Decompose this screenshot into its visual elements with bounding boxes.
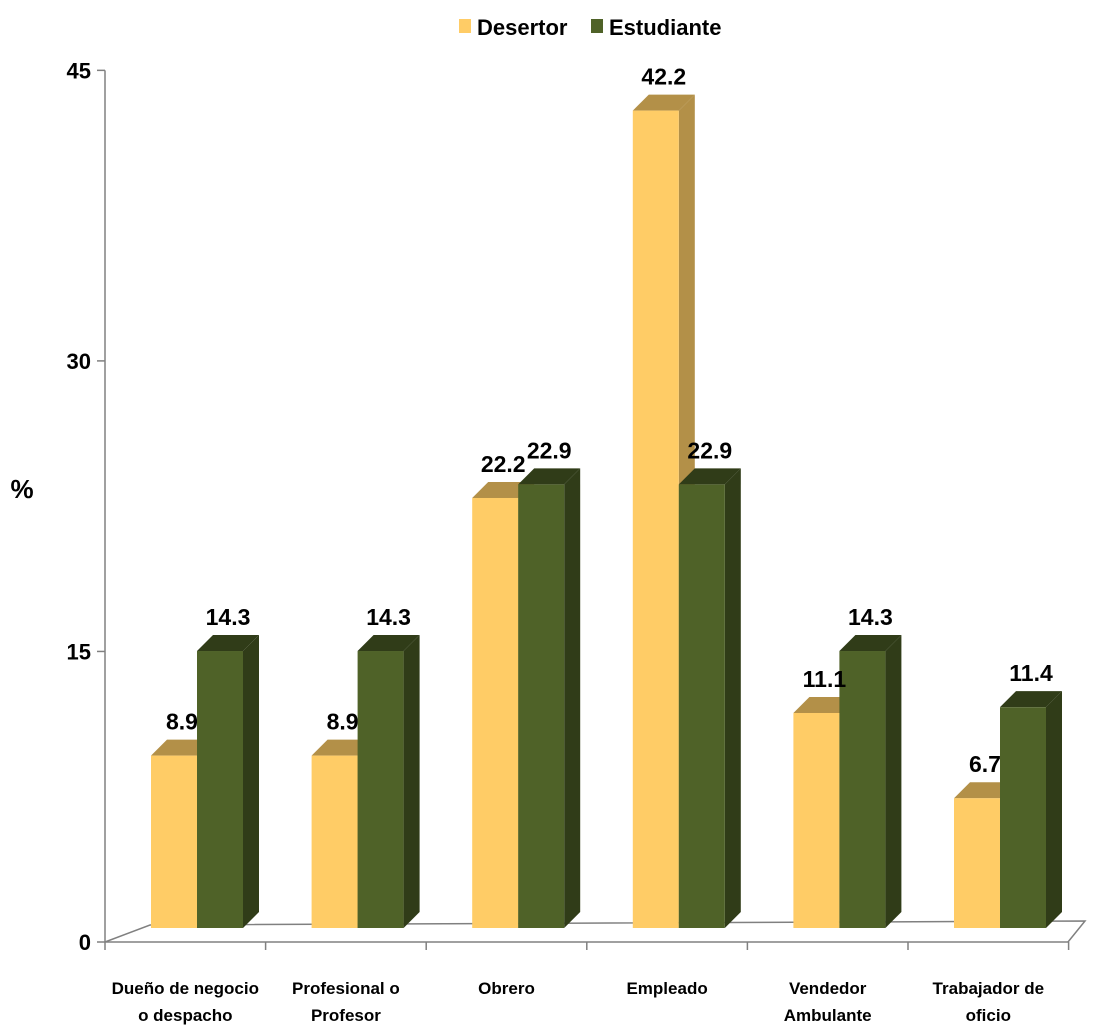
data-label: 22.9 bbox=[687, 437, 732, 463]
bar-top-face bbox=[357, 635, 420, 652]
legend-label: Desertor bbox=[477, 15, 568, 40]
y-tick-label: 15 bbox=[67, 639, 91, 664]
bar-front-face bbox=[793, 712, 840, 928]
x-category-label: Profesional o Profesor bbox=[292, 979, 400, 1025]
legend-item-estudiante: Estudiante bbox=[591, 15, 721, 40]
data-label: 11.4 bbox=[1009, 660, 1053, 686]
x-category-label: Obrero bbox=[478, 979, 535, 998]
bar-front-face bbox=[151, 755, 197, 928]
x-category-label: Dueño de negocio o despacho bbox=[112, 979, 259, 1025]
y-axis-label: % bbox=[10, 474, 33, 504]
bar-side-face bbox=[403, 635, 420, 928]
bar-estudiante-5 bbox=[839, 635, 902, 928]
bar-top-face bbox=[678, 468, 741, 485]
data-label: 8.9 bbox=[327, 709, 359, 735]
bar-estudiante-3 bbox=[518, 468, 581, 928]
bar-front-face bbox=[357, 651, 404, 928]
bar-front-face bbox=[472, 497, 519, 928]
bar-estudiante-1 bbox=[197, 635, 259, 928]
data-label: 6.7 bbox=[969, 751, 1001, 777]
bar-side-face bbox=[564, 468, 581, 928]
y-tick-label: 45 bbox=[67, 58, 91, 83]
bar-estudiante-2 bbox=[357, 635, 420, 928]
bar-top-face bbox=[839, 635, 902, 652]
data-label: 14.3 bbox=[206, 604, 251, 630]
y-tick-label: 30 bbox=[67, 349, 91, 374]
data-label: 14.3 bbox=[848, 604, 893, 630]
legend-label: Estudiante bbox=[609, 15, 721, 40]
bar-top-face bbox=[1000, 691, 1062, 708]
bar-front-face bbox=[197, 651, 243, 928]
bar-front-face bbox=[678, 484, 725, 928]
legend-swatch bbox=[591, 19, 603, 33]
bar-estudiante-4 bbox=[678, 468, 741, 928]
axes bbox=[104, 70, 1087, 950]
y-ticks: 0 15 30 45 bbox=[67, 58, 105, 955]
bar-front-face bbox=[954, 798, 1000, 928]
bar-front-face bbox=[632, 110, 679, 928]
x-category-label: Trabajador de oficio bbox=[933, 979, 1044, 1025]
bar-top-face bbox=[197, 635, 259, 652]
bar-side-face bbox=[885, 635, 902, 928]
bar-side-face bbox=[724, 468, 741, 928]
bar-side-face bbox=[243, 635, 259, 928]
bar-top-face bbox=[632, 94, 695, 111]
bar-top-face bbox=[518, 468, 581, 485]
data-label: 22.9 bbox=[527, 437, 572, 463]
x-category-label: Vendedor Ambulante bbox=[784, 979, 872, 1025]
data-labels: 8.914.38.914.322.222.942.222.911.114.36.… bbox=[166, 64, 1053, 778]
data-label: 22.2 bbox=[481, 451, 526, 477]
bar-front-face bbox=[1000, 707, 1046, 928]
data-label: 42.2 bbox=[641, 64, 686, 90]
bars bbox=[151, 94, 1062, 928]
bar-side-face bbox=[1046, 691, 1062, 928]
legend-swatch bbox=[459, 19, 471, 33]
data-label: 11.1 bbox=[803, 666, 847, 692]
legend: Desertor Estudiante bbox=[459, 15, 721, 40]
bar-front-face bbox=[839, 651, 886, 928]
data-label: 14.3 bbox=[366, 604, 411, 630]
x-category-label: Empleado bbox=[626, 979, 707, 998]
data-label: 8.9 bbox=[166, 709, 198, 735]
y-tick-label: 0 bbox=[79, 930, 91, 955]
bar-estudiante-6 bbox=[1000, 691, 1062, 928]
bar-front-face bbox=[311, 755, 358, 928]
legend-item-desertor: Desertor bbox=[459, 15, 568, 40]
bar-front-face bbox=[518, 484, 565, 928]
floor-outline bbox=[104, 920, 1087, 943]
